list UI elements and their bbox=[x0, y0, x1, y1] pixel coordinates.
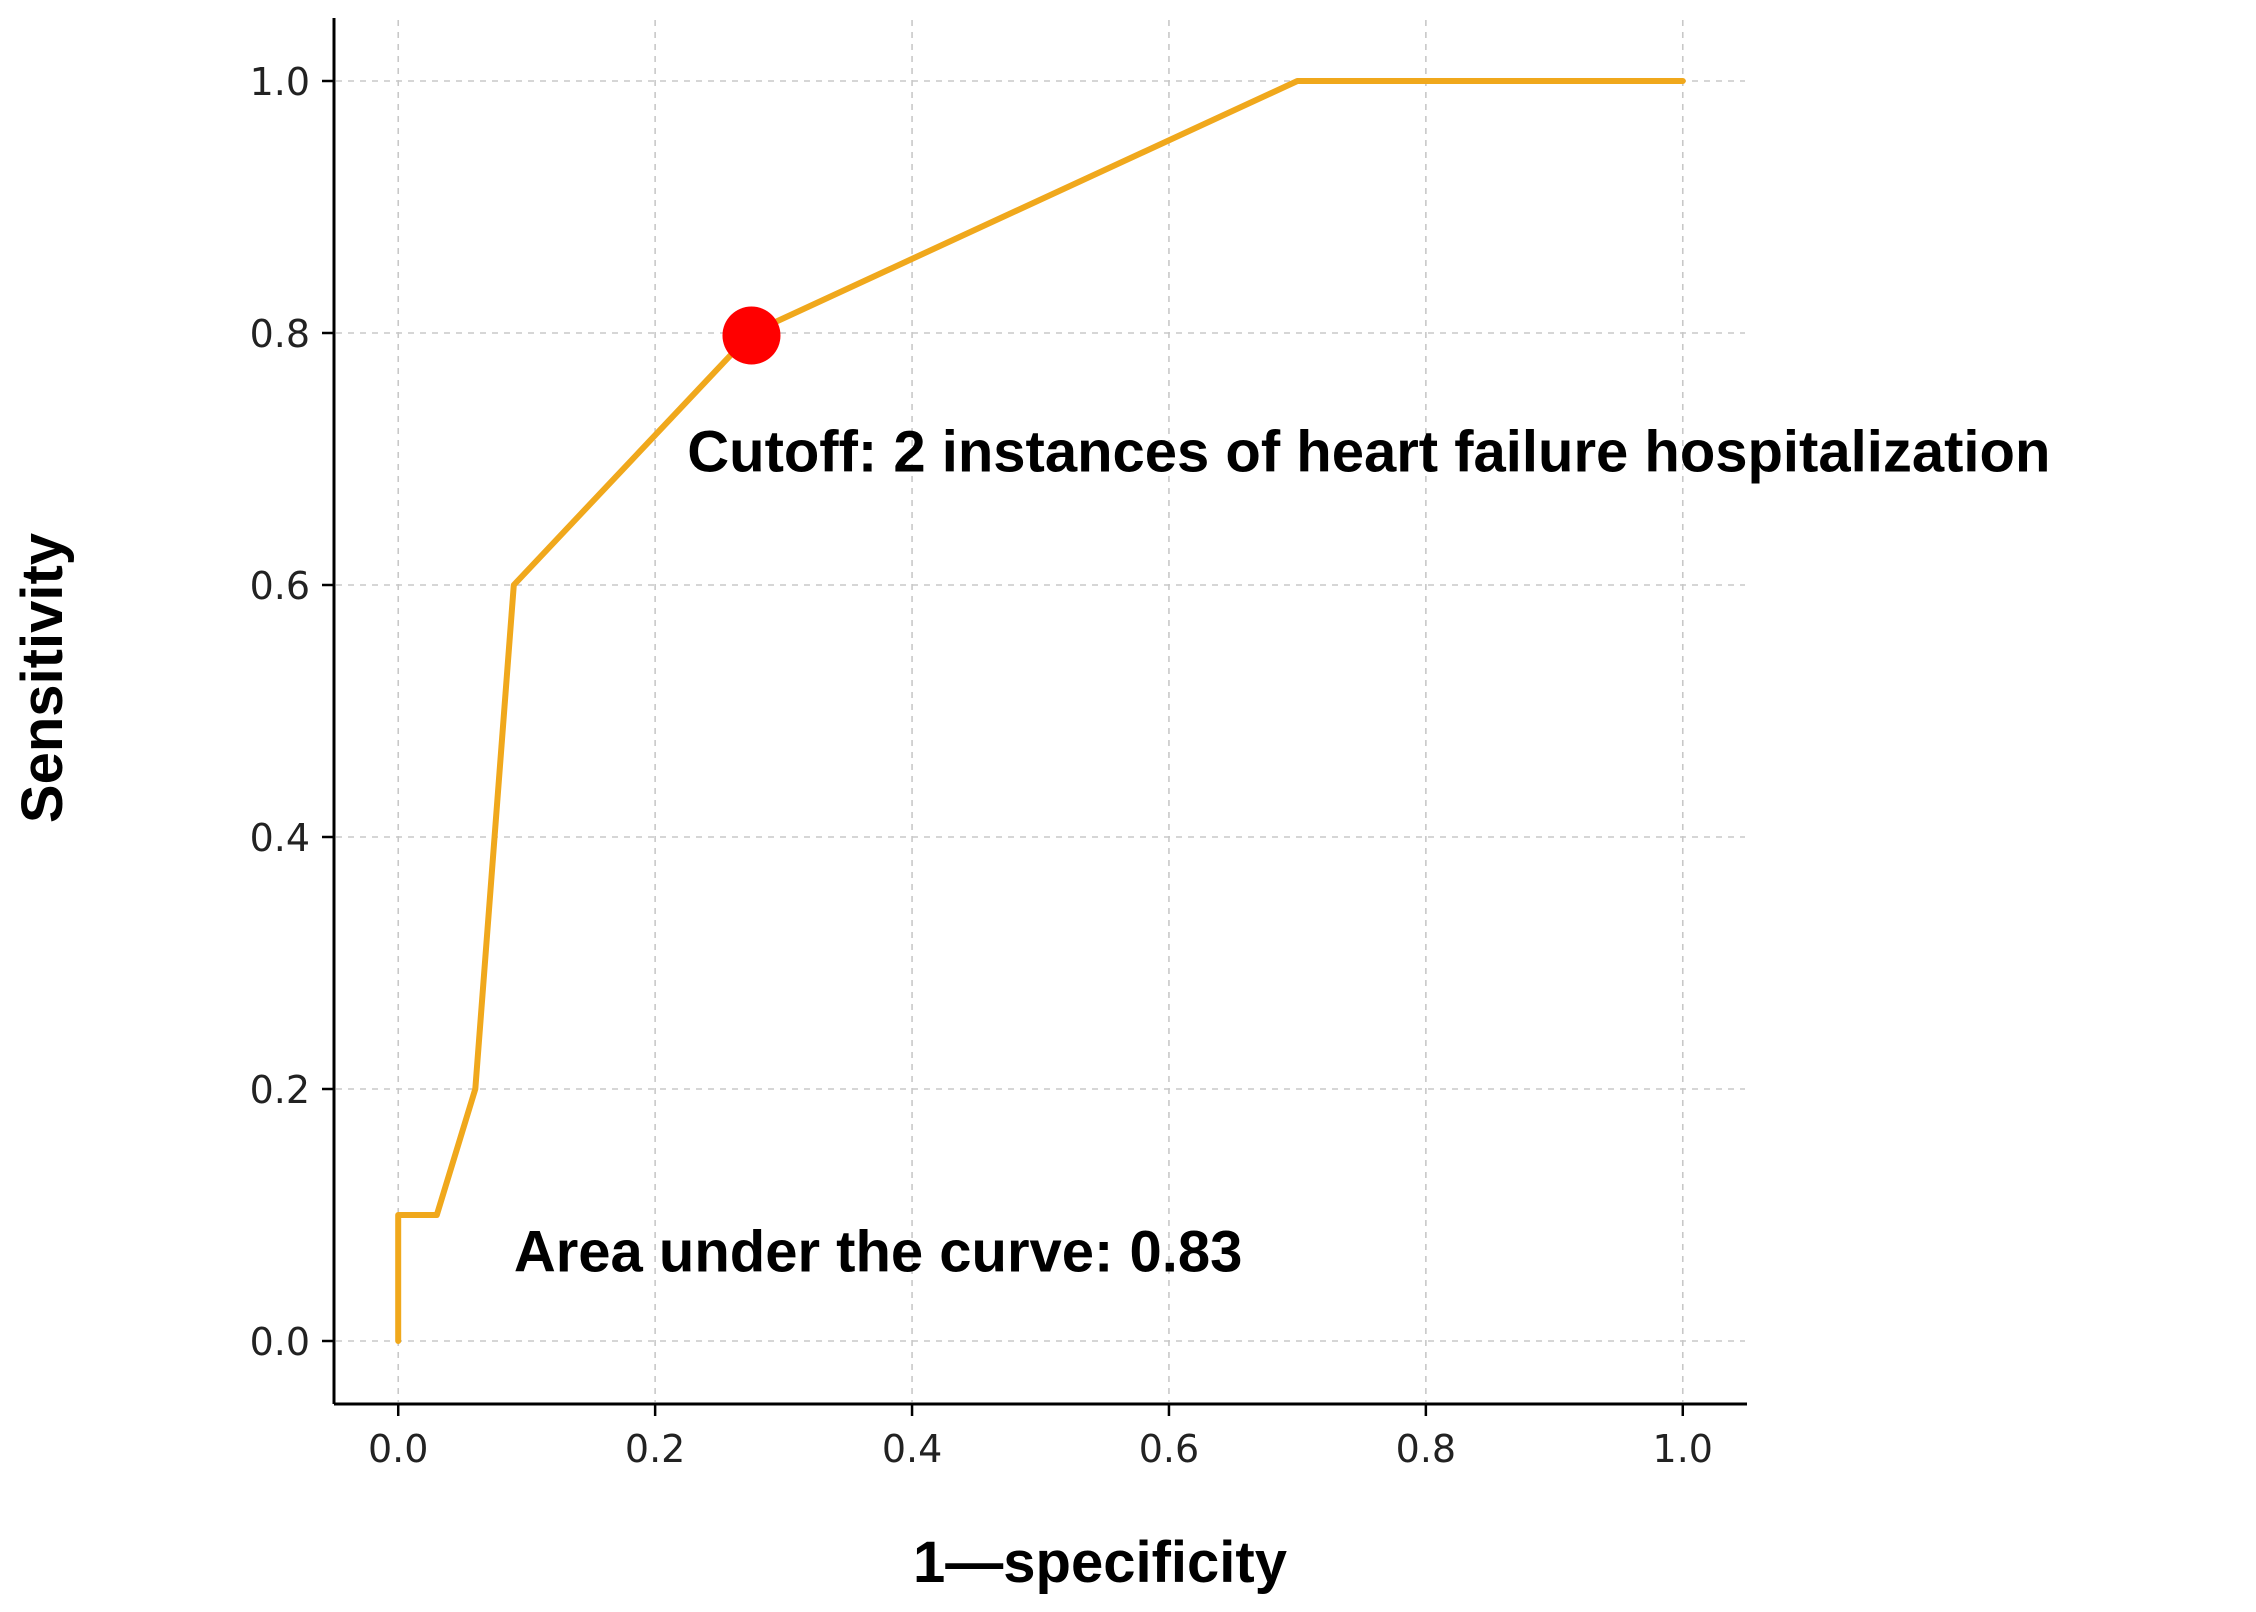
y-tick-label-2: 0.4 bbox=[250, 816, 310, 860]
ticks: 0.0 0.2 0.4 0.6 0.8 1.0 0.0 0.2 0.4 0.6 0.8 1.0 bbox=[250, 60, 1713, 1471]
y-tick-label-5: 1.0 bbox=[250, 60, 310, 104]
grid bbox=[336, 20, 1745, 1402]
roc-curve-line bbox=[395, 78, 1686, 1344]
series bbox=[395, 78, 1686, 1344]
axes bbox=[332, 18, 1747, 1406]
y-axis-title: Sensitivity bbox=[10, 533, 75, 823]
annotations: Cutoff: 2 instances of heart failure hos… bbox=[514, 420, 2051, 1285]
x-tick-label-5: 1.0 bbox=[1653, 1427, 1713, 1471]
y-tick-label-0: 0.0 bbox=[250, 1320, 310, 1364]
x-axis-title: 1—specificity bbox=[913, 1530, 1287, 1595]
x-tick-label-4: 0.8 bbox=[1396, 1427, 1456, 1471]
auc-annotation: Area under the curve: 0.83 bbox=[514, 1220, 1243, 1285]
x-tick-label-2: 0.4 bbox=[882, 1427, 942, 1471]
y-tick-label-3: 0.6 bbox=[250, 564, 310, 608]
x-tick-label-3: 0.6 bbox=[1139, 1427, 1199, 1471]
x-tick-label-0: 0.0 bbox=[368, 1427, 428, 1471]
y-tick-label-4: 0.8 bbox=[250, 312, 310, 356]
y-tick-label-1: 0.2 bbox=[250, 1068, 310, 1112]
cutoff-annotation: Cutoff: 2 instances of heart failure hos… bbox=[687, 420, 2050, 485]
x-tick-label-1: 0.2 bbox=[625, 1427, 685, 1471]
cutoff-point bbox=[722, 306, 781, 365]
